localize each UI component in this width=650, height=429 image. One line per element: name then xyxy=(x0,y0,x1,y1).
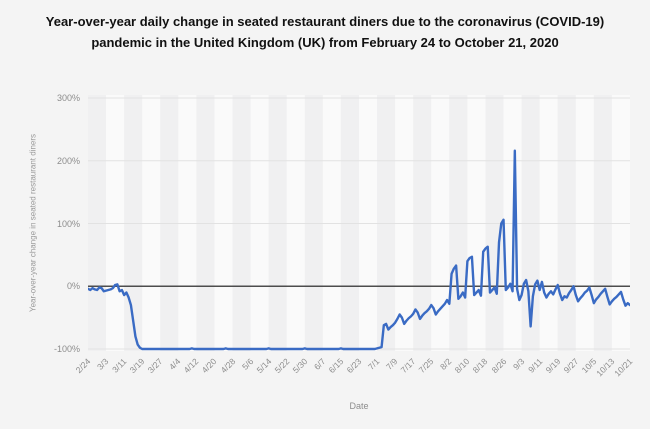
y-tick-label: -100% xyxy=(53,344,80,354)
x-axis-title: Date xyxy=(349,401,369,411)
data-line-series xyxy=(88,149,630,351)
chart-title: Year-over-year daily change in seated re… xyxy=(45,14,605,50)
y-tick-label: 0% xyxy=(66,281,80,292)
plot-area xyxy=(88,95,630,351)
y-tick-label: 100% xyxy=(56,218,80,229)
y-tick-label: 300% xyxy=(56,93,80,103)
y-tick-label: 200% xyxy=(56,155,80,166)
